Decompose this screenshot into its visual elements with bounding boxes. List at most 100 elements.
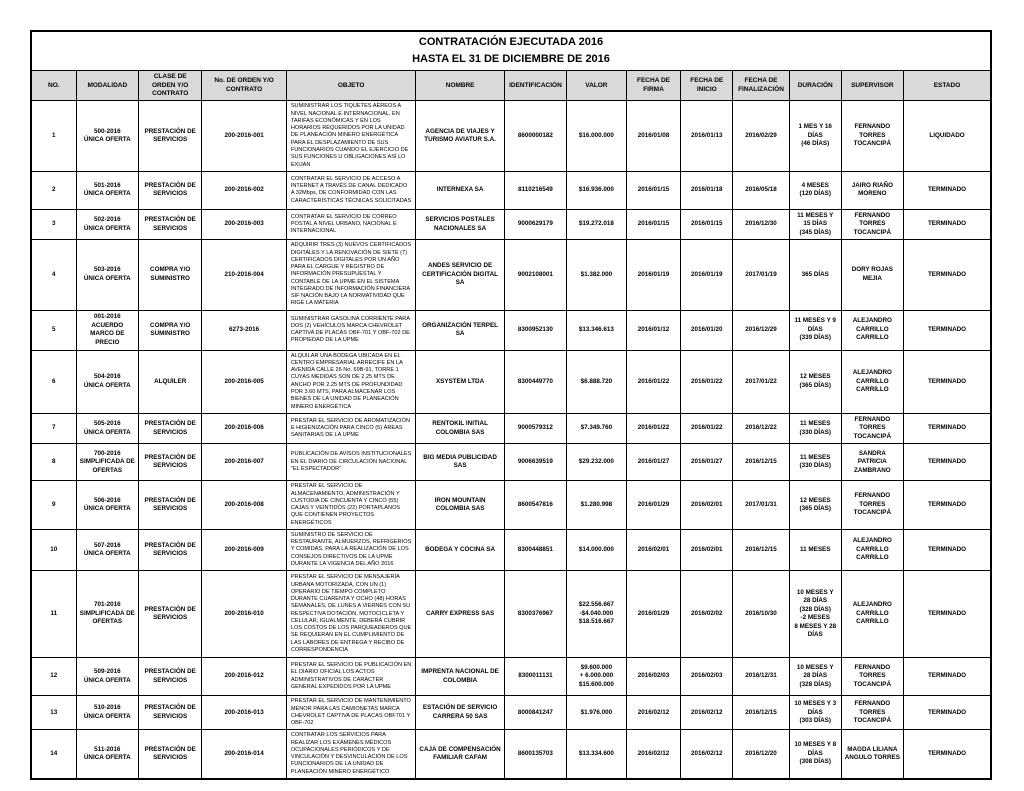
cell-valor: $13.346.613 <box>566 309 627 351</box>
table-row: 3 502-2016 ÚNICA OFERTA PRESTACIÓN DE SERV… <box>30 208 992 241</box>
cell-inicio: 2016/02/12 <box>680 729 734 780</box>
cell-firma: 2016/01/15 <box>625 208 682 241</box>
cell-inicio: 2016/01/22 <box>680 349 734 414</box>
cell-orden: 200-2016-013 <box>201 695 287 731</box>
cell-nombre: SERVICIOS POSTALES NACIONALES SA <box>415 208 505 241</box>
cell-identificacion: 8300449770 <box>503 349 568 414</box>
table-row: 6 504-2016 ÚNICA OFERTA ALQUILER 200-2016-0… <box>30 349 992 414</box>
cell-duracion: 11 MESES Y 15 DÍAS (345 DÍAS) <box>788 208 842 241</box>
cell-nombre: BIG MEDIA PUBLICIDAD SAS <box>415 443 505 482</box>
cell-duracion: 11 MESES (330 DÍAS) <box>788 443 842 482</box>
cell-inicio: 2016/01/19 <box>680 239 734 311</box>
cell-valor: $13.334.600 <box>566 729 627 780</box>
column-header-modalidad: MODALIDAD <box>75 70 140 102</box>
cell-valor: $1.280.998 <box>566 480 627 530</box>
cell-modalidad: 502-2016 ÚNICA OFERTA <box>75 208 140 241</box>
cell-valor: $29.232.000 <box>566 443 627 482</box>
cell-no: 2 <box>30 170 77 210</box>
cell-clase: COMPRA Y/O SUMINISTRO <box>137 239 203 311</box>
cell-supervisor: MAGDA LILIANA ANGULO TORRES <box>840 729 905 780</box>
cell-identificacion: 8300376967 <box>503 570 568 659</box>
cell-valor: $19.272.018 <box>566 208 627 241</box>
cell-duracion: 11 MESES (330 DÍAS) <box>788 412 842 445</box>
cell-fin: 2016/12/15 <box>732 443 790 482</box>
column-header-identificacion: IDENTIFICACIÓN <box>503 70 568 102</box>
column-header-orden: No. DE ORDEN Y/O CONTRATO <box>201 70 287 102</box>
cell-modalidad: 511-2016 ÚNICA OFERTA <box>75 729 140 780</box>
cell-fin: 2016/12/22 <box>732 412 790 445</box>
cell-modalidad: 507-2016 ÚNICA OFERTA <box>75 528 140 572</box>
cell-identificacion: 9000629179 <box>503 208 568 241</box>
cell-orden: 200-2016-010 <box>201 570 287 659</box>
cell-estado: TERMINADO <box>903 170 992 210</box>
cell-valor: $16.936.000 <box>566 170 627 210</box>
cell-modalidad: 701-2016 SIMPLIFICADA DE OFERTAS <box>75 570 140 659</box>
cell-duracion: 12 MESES (365 DÍAS) <box>788 480 842 530</box>
table-row: 2 501-2016 ÚNICA OFERTA PRESTACIÓN DE SERV… <box>30 170 992 210</box>
cell-inicio: 2016/02/01 <box>680 528 734 572</box>
cell-clase: PRESTACIÓN DE SERVICIOS <box>137 100 203 172</box>
cell-clase: ALQUILER <box>137 349 203 414</box>
cell-estado: TERMINADO <box>903 349 992 414</box>
cell-inicio: 2016/02/02 <box>680 570 734 659</box>
cell-supervisor: FERNANDO TORRES TOCANCIPÁ <box>840 695 905 731</box>
cell-orden: 200-2016-008 <box>201 480 287 530</box>
table-row: 13 510-2016 ÚNICA OFERTA PRESTACIÓN DE SER… <box>30 695 992 731</box>
cell-no: 12 <box>30 657 77 697</box>
cell-nombre: RENTOKIL INITIAL COLOMBIA SAS <box>415 412 505 445</box>
cell-inicio: 2016/01/27 <box>680 443 734 482</box>
cell-modalidad: 700-2016 SIMPLIFICADA DE OFERTAS <box>75 443 140 482</box>
cell-valor: $22.556.667 -$4.040.000 $18.516.667 <box>566 570 627 659</box>
cell-no: 5 <box>30 309 77 351</box>
cell-no: 13 <box>30 695 77 731</box>
cell-estado: TERMINADO <box>903 729 992 780</box>
cell-identificacion: 8300011131 <box>503 657 568 697</box>
cell-clase: PRESTACIÓN DE SERVICIOS <box>137 570 203 659</box>
cell-estado: TERMINADO <box>903 657 992 697</box>
cell-orden: 200-2016-005 <box>201 349 287 414</box>
cell-valor: $9.600.000 + 6.000.000 $15.600.000 <box>566 657 627 697</box>
cell-identificacion: 8300952130 <box>503 309 568 351</box>
column-header-estado: ESTADO <box>903 70 992 102</box>
table-row: 10 507-2016 ÚNICA OFERTA PRESTACIÓN DE SER… <box>30 528 992 572</box>
cell-orden: 200-2016-002 <box>201 170 287 210</box>
cell-duracion: 10 MESES Y 3 DÍAS (303 DÍAS) <box>788 695 842 731</box>
cell-valor: $14.000.000 <box>566 528 627 572</box>
column-header-clase: CLASE DE ORDEN Y/O CONTRATO <box>137 70 203 102</box>
cell-supervisor: JAIRO RIAÑO MORENO <box>840 170 905 210</box>
cell-orden: 200-2016-012 <box>201 657 287 697</box>
table-head: CONTRATACIÓN EJECUTADA 2016 HASTA EL 31 … <box>30 30 992 102</box>
contract-execution-table: CONTRATACIÓN EJECUTADA 2016 HASTA EL 31 … <box>30 30 992 780</box>
cell-clase: PRESTACIÓN DE SERVICIOS <box>137 170 203 210</box>
cell-orden: 200-2016-006 <box>201 412 287 445</box>
cell-orden: 200-2016-009 <box>201 528 287 572</box>
cell-fin: 2016/12/15 <box>732 528 790 572</box>
cell-duracion: 10 MESES Y 8 DÍAS (308 DÍAS) <box>788 729 842 780</box>
column-header-duracion: DURACIÓN <box>788 70 842 102</box>
cell-duracion: 11 MESES <box>788 528 842 572</box>
cell-inicio: 2016/02/03 <box>680 657 734 697</box>
cell-identificacion: 8110216549 <box>503 170 568 210</box>
cell-no: 3 <box>30 208 77 241</box>
cell-clase: PRESTACIÓN DE SERVICIOS <box>137 528 203 572</box>
cell-inicio: 2016/01/15 <box>680 208 734 241</box>
cell-no: 8 <box>30 443 77 482</box>
table-row: 9 506-2016 ÚNICA OFERTA PRESTACIÓN DE SERV… <box>30 480 992 530</box>
cell-objeto: ALQUILAR UNA BODEGA UBICADA EN EL CENTRO… <box>285 349 417 414</box>
cell-objeto: PRESTAR EL SERVICIO DE MANTENIMIENTO MEN… <box>285 695 417 731</box>
cell-nombre: ANDES SERVICIO DE CERTIFICACIÓN DIGITAL … <box>415 239 505 311</box>
cell-supervisor: FERNANDO TORRES TOCANCIPÁ <box>840 480 905 530</box>
cell-identificacion: 8000841247 <box>503 695 568 731</box>
cell-fin: 2016/10/30 <box>732 570 790 659</box>
cell-supervisor: FERNANDO TORRES TOCANCIPÁ <box>840 657 905 697</box>
column-header-nombre: NOMBRE <box>415 70 505 102</box>
cell-modalidad: 505-2016 ÚNICA OFERTA <box>75 412 140 445</box>
cell-clase: PRESTACIÓN DE SERVICIOS <box>137 695 203 731</box>
table-body: 1 500-2016 ÚNICA OFERTA PRESTACIÓN DE SERV… <box>30 100 992 780</box>
cell-objeto: PRESTAR EL SERVICIO DE PUBLICACIÓN EN EL… <box>285 657 417 697</box>
cell-duracion: 11 MESES Y 9 DÍAS (339 DÍAS) <box>788 309 842 351</box>
cell-duracion: 10 MESES Y 28 DÍAS (328 DÍAS) -2 MESES 8… <box>788 570 842 659</box>
cell-clase: PRESTACIÓN DE SERVICIOS <box>137 480 203 530</box>
cell-objeto: PRESTAR EL SERVICIO DE AROMATIZACIÓN E H… <box>285 412 417 445</box>
